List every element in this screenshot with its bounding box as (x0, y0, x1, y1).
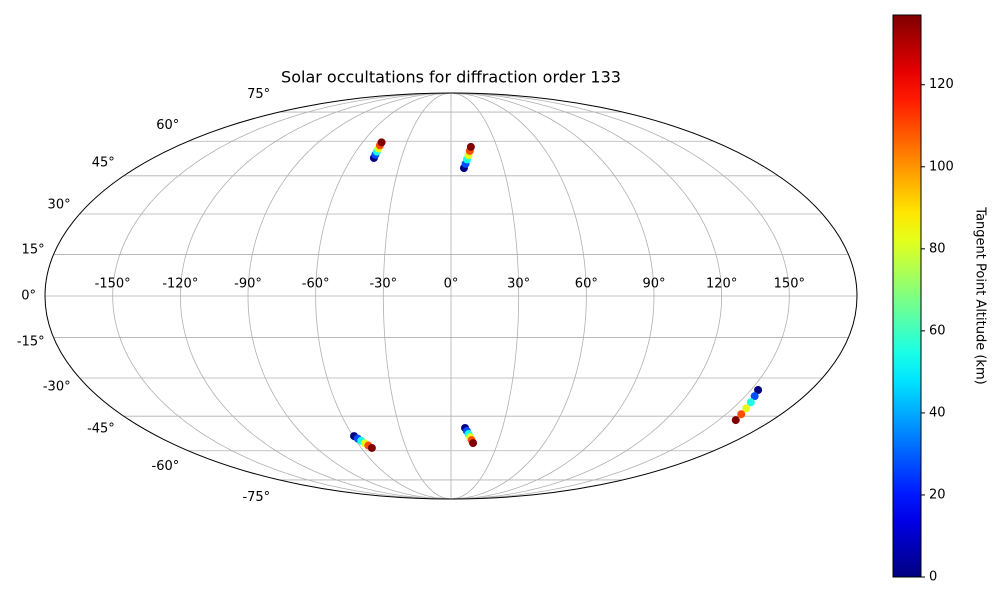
data-point (377, 138, 386, 147)
colorbar-tick-label: 120 (929, 77, 954, 92)
x-tick-label: -150° (95, 277, 131, 292)
x-tick-label: -30° (369, 277, 397, 292)
colorbar-tick-label: 80 (929, 241, 946, 256)
y-tick-label: 60° (156, 118, 179, 133)
colorbar-tick-label: 60 (929, 323, 946, 338)
tick-labels: -150° -120° -90° -60° -30° 0° 30° 60° 90° 120° 150… (17, 87, 805, 505)
map-border (44, 92, 858, 500)
x-tick-label: 120° (706, 277, 737, 292)
y-tick-label: 75° (247, 87, 270, 102)
colorbar-tick-label: 20 (929, 487, 946, 502)
data-point (367, 443, 376, 452)
x-tick-label: 150° (774, 277, 805, 292)
colorbar: 0 20 40 60 80 100 120 Tangent Point Altitude (k… (892, 14, 988, 585)
data-point (754, 386, 763, 395)
y-tick-label: -15° (17, 335, 45, 350)
x-tick-label: 30° (507, 277, 530, 292)
x-tick-label: 60° (575, 277, 598, 292)
data-point (737, 410, 746, 419)
x-tick-label: 0° (444, 277, 459, 292)
colorbar-tick-label: 100 (929, 159, 954, 174)
y-tick-label: -30° (43, 380, 71, 395)
y-tick-label: -45° (87, 421, 115, 436)
data-point (750, 392, 759, 401)
colorbar-tick-label: 0 (929, 570, 937, 585)
x-tick-label: 90° (642, 277, 665, 292)
colorbar-fill (892, 14, 922, 578)
y-tick-label: 15° (22, 242, 45, 257)
y-tick-label: 0° (21, 289, 36, 304)
y-tick-label: -75° (242, 490, 270, 505)
y-tick-label: 45° (92, 156, 115, 171)
y-tick-label: 30° (48, 197, 71, 212)
colorbar-tick-label: 40 (929, 405, 946, 420)
data-point (742, 404, 751, 413)
data-point (731, 416, 740, 425)
x-tick-label: -120° (162, 277, 198, 292)
data-point (466, 142, 475, 151)
colorbar-label: Tangent Point Altitude (km) (973, 206, 988, 384)
data-point (746, 398, 755, 407)
data-point (469, 439, 478, 448)
points (350, 138, 763, 452)
x-tick-label: -60° (302, 277, 330, 292)
grid (45, 92, 857, 500)
y-tick-label: -60° (152, 459, 180, 474)
chart-title: Solar occultations for diffraction order… (281, 68, 621, 87)
x-tick-label: -90° (234, 277, 262, 292)
